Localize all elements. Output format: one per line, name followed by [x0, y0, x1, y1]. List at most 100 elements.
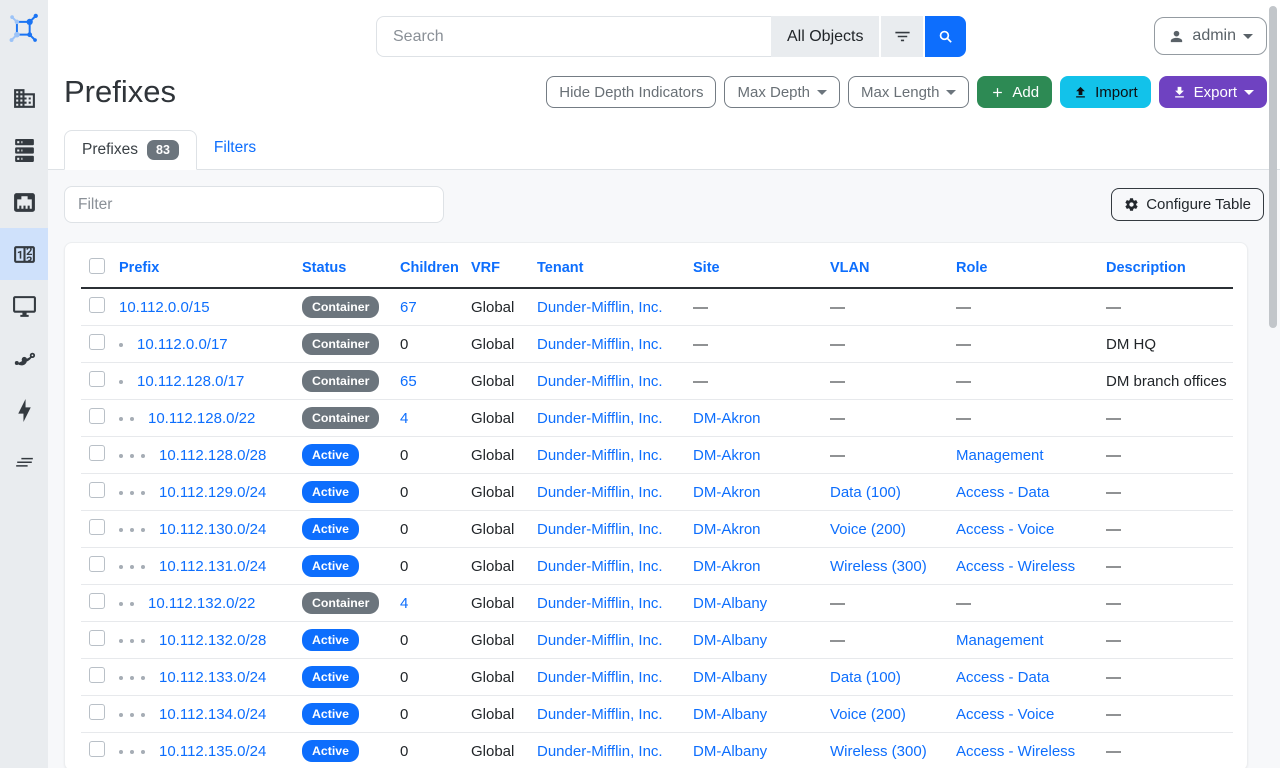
prefix-link[interactable]: 10.112.0.0/15 [119, 299, 210, 316]
role-link[interactable]: Access - Data [956, 484, 1049, 501]
prefix-link[interactable]: 10.112.128.0/17 [137, 373, 244, 390]
column-header-tenant[interactable]: Tenant [537, 260, 583, 276]
site-link[interactable]: DM-Akron [693, 410, 761, 427]
sidebar-item-connections[interactable] [0, 176, 48, 228]
children-count-link[interactable]: 67 [400, 299, 417, 316]
row-checkbox[interactable] [89, 334, 105, 350]
row-checkbox[interactable] [89, 519, 105, 535]
role-link[interactable]: Management [956, 632, 1044, 649]
row-checkbox[interactable] [89, 741, 105, 757]
site-link[interactable]: DM-Albany [693, 632, 767, 649]
row-checkbox[interactable] [89, 667, 105, 683]
row-checkbox[interactable] [89, 482, 105, 498]
row-checkbox[interactable] [89, 297, 105, 313]
prefix-link[interactable]: 10.112.131.0/24 [159, 558, 266, 575]
filter-icon[interactable] [881, 16, 923, 57]
table-filter-input[interactable] [64, 186, 444, 223]
sidebar-item-devices[interactable] [0, 124, 48, 176]
role-link[interactable]: Access - Wireless [956, 558, 1075, 575]
column-header-status[interactable]: Status [302, 260, 346, 276]
row-checkbox[interactable] [89, 445, 105, 461]
row-checkbox[interactable] [89, 593, 105, 609]
vlan-link[interactable]: Wireless (300) [830, 743, 927, 760]
tenant-link[interactable]: Dunder-Mifflin, Inc. [537, 521, 663, 538]
tenant-link[interactable]: Dunder-Mifflin, Inc. [537, 632, 663, 649]
vertical-scrollbar[interactable] [1269, 6, 1277, 328]
vlan-link[interactable]: Voice (200) [830, 706, 906, 723]
vlan-link[interactable]: Voice (200) [830, 521, 906, 538]
tenant-link[interactable]: Dunder-Mifflin, Inc. [537, 595, 663, 612]
role-link[interactable]: Access - Voice [956, 521, 1054, 538]
sidebar-item-power[interactable] [0, 384, 48, 436]
hide-depth-indicators-button[interactable]: Hide Depth Indicators [546, 76, 716, 108]
role-link[interactable]: Access - Voice [956, 706, 1054, 723]
prefix-link[interactable]: 10.112.0.0/17 [137, 336, 228, 353]
site-link[interactable]: DM-Albany [693, 669, 767, 686]
prefix-link[interactable]: 10.112.128.0/22 [148, 410, 255, 427]
site-link[interactable]: DM-Akron [693, 447, 761, 464]
children-count-link[interactable]: 4 [400, 410, 408, 427]
site-link[interactable]: DM-Akron [693, 521, 761, 538]
tenant-link[interactable]: Dunder-Mifflin, Inc. [537, 558, 663, 575]
tab-prefixes[interactable]: Prefixes 83 [64, 130, 197, 170]
max-depth-dropdown[interactable]: Max Depth [724, 76, 840, 108]
role-link[interactable]: Management [956, 447, 1044, 464]
prefix-link[interactable]: 10.112.129.0/24 [159, 484, 266, 501]
vlan-link[interactable]: Wireless (300) [830, 558, 927, 575]
row-checkbox[interactable] [89, 630, 105, 646]
sidebar-item-circuits[interactable] [0, 332, 48, 384]
search-submit-button[interactable] [925, 16, 966, 57]
row-checkbox[interactable] [89, 371, 105, 387]
tenant-link[interactable]: Dunder-Mifflin, Inc. [537, 706, 663, 723]
column-header-children[interactable]: Children [400, 260, 459, 276]
max-length-dropdown[interactable]: Max Length [848, 76, 969, 108]
tenant-link[interactable]: Dunder-Mifflin, Inc. [537, 669, 663, 686]
children-count-link[interactable]: 4 [400, 595, 408, 612]
select-all-checkbox[interactable] [89, 258, 105, 274]
netbox-logo-icon[interactable] [0, 0, 48, 58]
sidebar-item-organization[interactable] [0, 72, 48, 124]
column-header-prefix[interactable]: Prefix [119, 260, 159, 276]
prefix-link[interactable]: 10.112.134.0/24 [159, 706, 266, 723]
search-scope-button[interactable]: All Objects [771, 16, 879, 57]
site-link[interactable]: DM-Albany [693, 706, 767, 723]
site-link[interactable]: DM-Albany [693, 595, 767, 612]
role-link[interactable]: Access - Data [956, 669, 1049, 686]
search-input[interactable] [376, 16, 771, 57]
site-link[interactable]: DM-Akron [693, 558, 761, 575]
import-button[interactable]: Import [1060, 76, 1151, 108]
site-link[interactable]: DM-Akron [693, 484, 761, 501]
prefix-link[interactable]: 10.112.128.0/28 [159, 447, 266, 464]
column-header-description[interactable]: Description [1106, 260, 1186, 276]
role-link[interactable]: Access - Wireless [956, 743, 1075, 760]
sidebar-item-virtualization[interactable] [0, 280, 48, 332]
prefix-link[interactable]: 10.112.135.0/24 [159, 743, 266, 760]
prefix-link[interactable]: 10.112.130.0/24 [159, 521, 266, 538]
site-link[interactable]: DM-Albany [693, 743, 767, 760]
row-checkbox[interactable] [89, 408, 105, 424]
row-checkbox[interactable] [89, 556, 105, 572]
prefix-link[interactable]: 10.112.132.0/28 [159, 632, 266, 649]
tab-filters[interactable]: Filters [197, 130, 273, 169]
children-count-link[interactable]: 65 [400, 373, 417, 390]
sidebar-item-ipam[interactable] [0, 228, 48, 280]
tenant-link[interactable]: Dunder-Mifflin, Inc. [537, 743, 663, 760]
configure-table-button[interactable]: Configure Table [1111, 188, 1264, 221]
add-button[interactable]: Add [977, 76, 1052, 108]
tenant-link[interactable]: Dunder-Mifflin, Inc. [537, 336, 663, 353]
vlan-link[interactable]: Data (100) [830, 484, 901, 501]
column-header-site[interactable]: Site [693, 260, 720, 276]
tenant-link[interactable]: Dunder-Mifflin, Inc. [537, 373, 663, 390]
row-checkbox[interactable] [89, 704, 105, 720]
column-header-vlan[interactable]: VLAN [830, 260, 869, 276]
prefix-link[interactable]: 10.112.133.0/24 [159, 669, 266, 686]
user-menu-button[interactable]: admin [1154, 17, 1267, 55]
column-header-vrf[interactable]: VRF [471, 260, 500, 276]
column-header-role[interactable]: Role [956, 260, 987, 276]
vlan-link[interactable]: Data (100) [830, 669, 901, 686]
export-dropdown[interactable]: Export [1159, 76, 1267, 108]
sidebar-item-other[interactable] [0, 436, 48, 488]
tenant-link[interactable]: Dunder-Mifflin, Inc. [537, 447, 663, 464]
tenant-link[interactable]: Dunder-Mifflin, Inc. [537, 410, 663, 427]
tenant-link[interactable]: Dunder-Mifflin, Inc. [537, 299, 663, 316]
